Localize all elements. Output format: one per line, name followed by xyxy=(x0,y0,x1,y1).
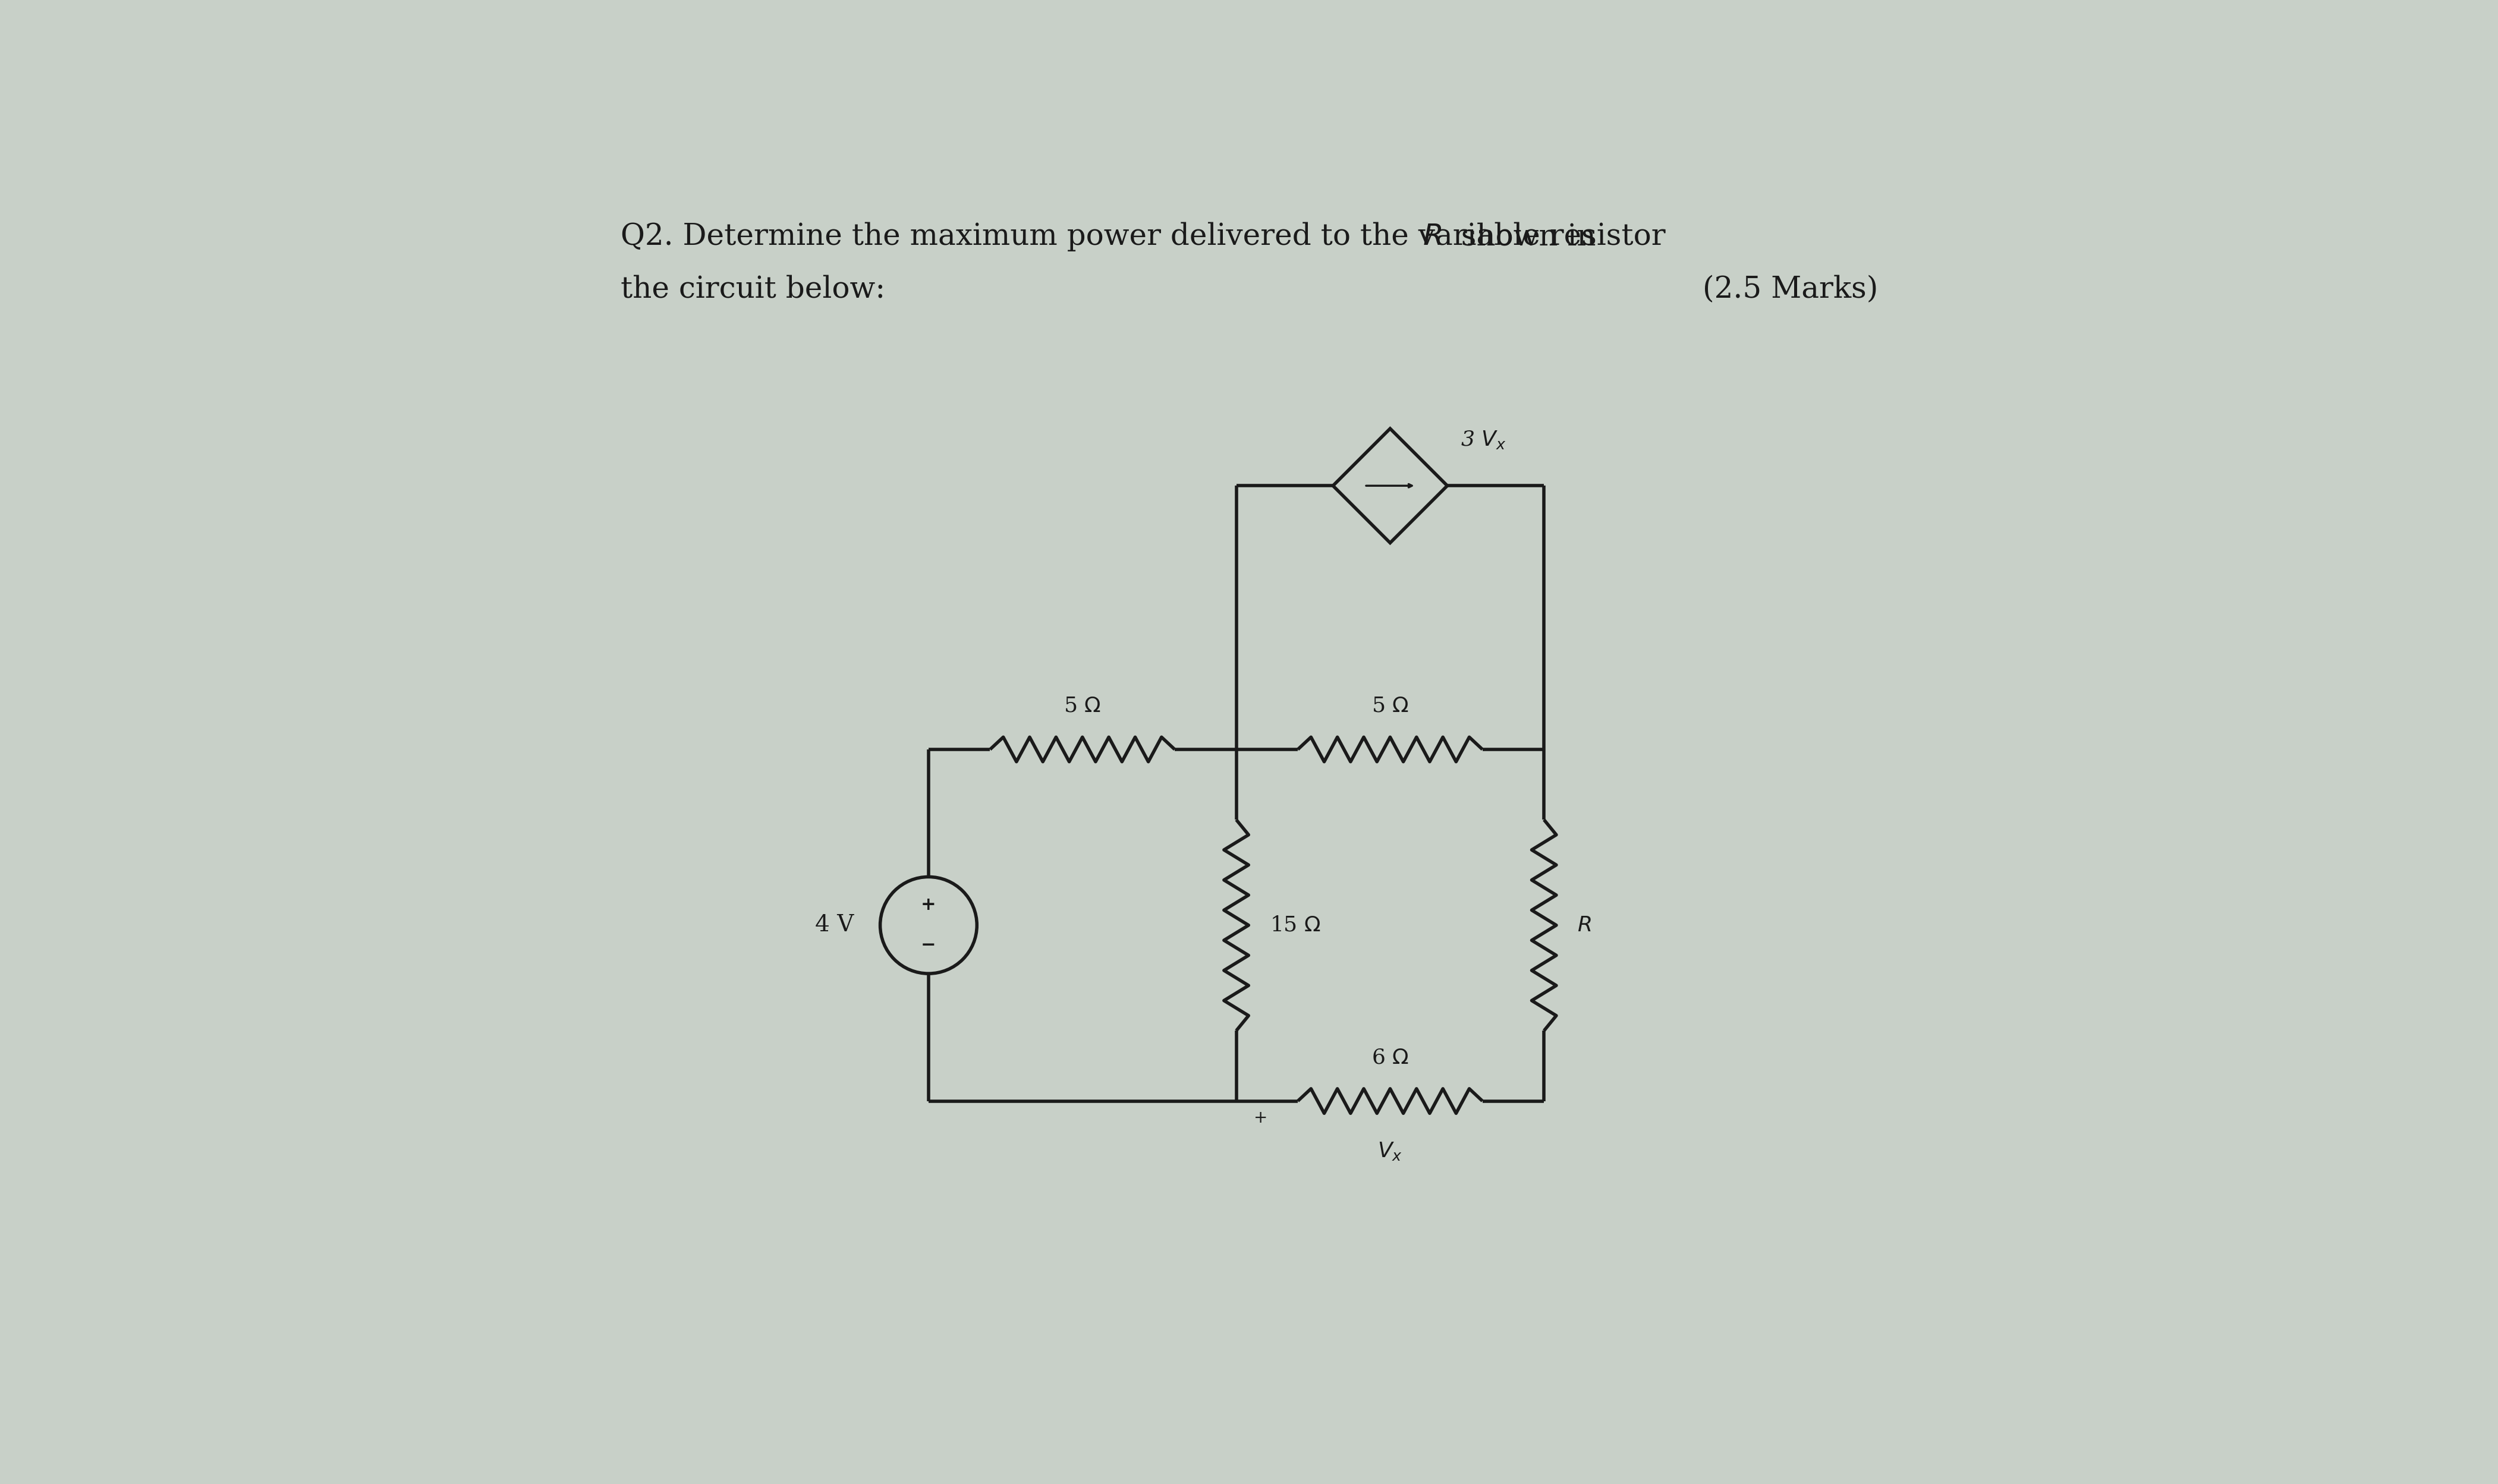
Text: $R$: $R$ xyxy=(1576,916,1591,935)
Text: 6 $\Omega$: 6 $\Omega$ xyxy=(1371,1048,1409,1067)
Text: 5 $\Omega$: 5 $\Omega$ xyxy=(1371,696,1409,715)
Text: −: − xyxy=(922,936,937,954)
Text: the circuit below:: the circuit below: xyxy=(622,275,884,304)
Text: shown in: shown in xyxy=(1451,223,1596,251)
Text: 3 $V_x$: 3 $V_x$ xyxy=(1461,429,1506,451)
Text: $R$: $R$ xyxy=(1424,223,1441,251)
Text: +: + xyxy=(1254,1110,1269,1126)
Text: (2.5 Marks): (2.5 Marks) xyxy=(1704,275,1878,304)
Text: Q2. Determine the maximum power delivered to the variable resistor: Q2. Determine the maximum power delivere… xyxy=(622,223,1676,251)
Text: 4 V: 4 V xyxy=(814,914,854,936)
Text: +: + xyxy=(922,896,937,914)
Text: $V_x$: $V_x$ xyxy=(1379,1141,1401,1162)
Text: 5 $\Omega$: 5 $\Omega$ xyxy=(1064,696,1102,715)
Text: 15 $\Omega$: 15 $\Omega$ xyxy=(1269,916,1321,935)
